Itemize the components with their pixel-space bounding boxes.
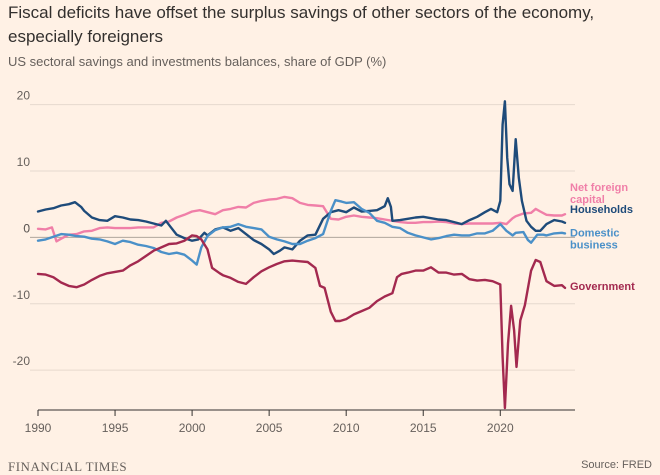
y-tick-label: -20 bbox=[13, 354, 31, 368]
series-label-domestic-business: Domestic business bbox=[570, 227, 620, 251]
x-tick-label: 2000 bbox=[179, 421, 206, 435]
series-line-households bbox=[36, 100, 567, 256]
chart-title: Fiscal deficits have offset the surplus … bbox=[8, 3, 595, 46]
x-tick-label: 2020 bbox=[487, 421, 514, 435]
y-tick-label: -10 bbox=[13, 288, 31, 302]
gridlines bbox=[30, 104, 575, 371]
y-tick-label: 0 bbox=[23, 221, 30, 235]
chart-subtitle: US sectoral savings and investments bala… bbox=[8, 54, 387, 69]
series-label-net-foreign-capital: Net foreign capital bbox=[570, 182, 628, 206]
ft-logo: FINANCIAL TIMES bbox=[8, 459, 128, 474]
series-label-households: Households bbox=[570, 204, 633, 216]
series-line-domestic-business bbox=[36, 199, 567, 266]
y-tick-label: 10 bbox=[17, 155, 31, 169]
series-lines bbox=[36, 100, 567, 410]
series-line-net-foreign-capital bbox=[36, 195, 567, 243]
source-note: Source: FRED bbox=[581, 459, 652, 471]
x-tick-label: 2010 bbox=[333, 421, 360, 435]
series-label-government: Government bbox=[570, 281, 635, 293]
x-tick-label: 1990 bbox=[25, 421, 52, 435]
x-tick-label: 2005 bbox=[256, 421, 283, 435]
y-tick-label: 0 bbox=[23, 221, 30, 235]
x-tick-label: 1995 bbox=[102, 421, 129, 435]
y-tick-label: 20 bbox=[17, 89, 31, 103]
series-line-government bbox=[36, 234, 567, 410]
x-tick-label: 2015 bbox=[410, 421, 437, 435]
